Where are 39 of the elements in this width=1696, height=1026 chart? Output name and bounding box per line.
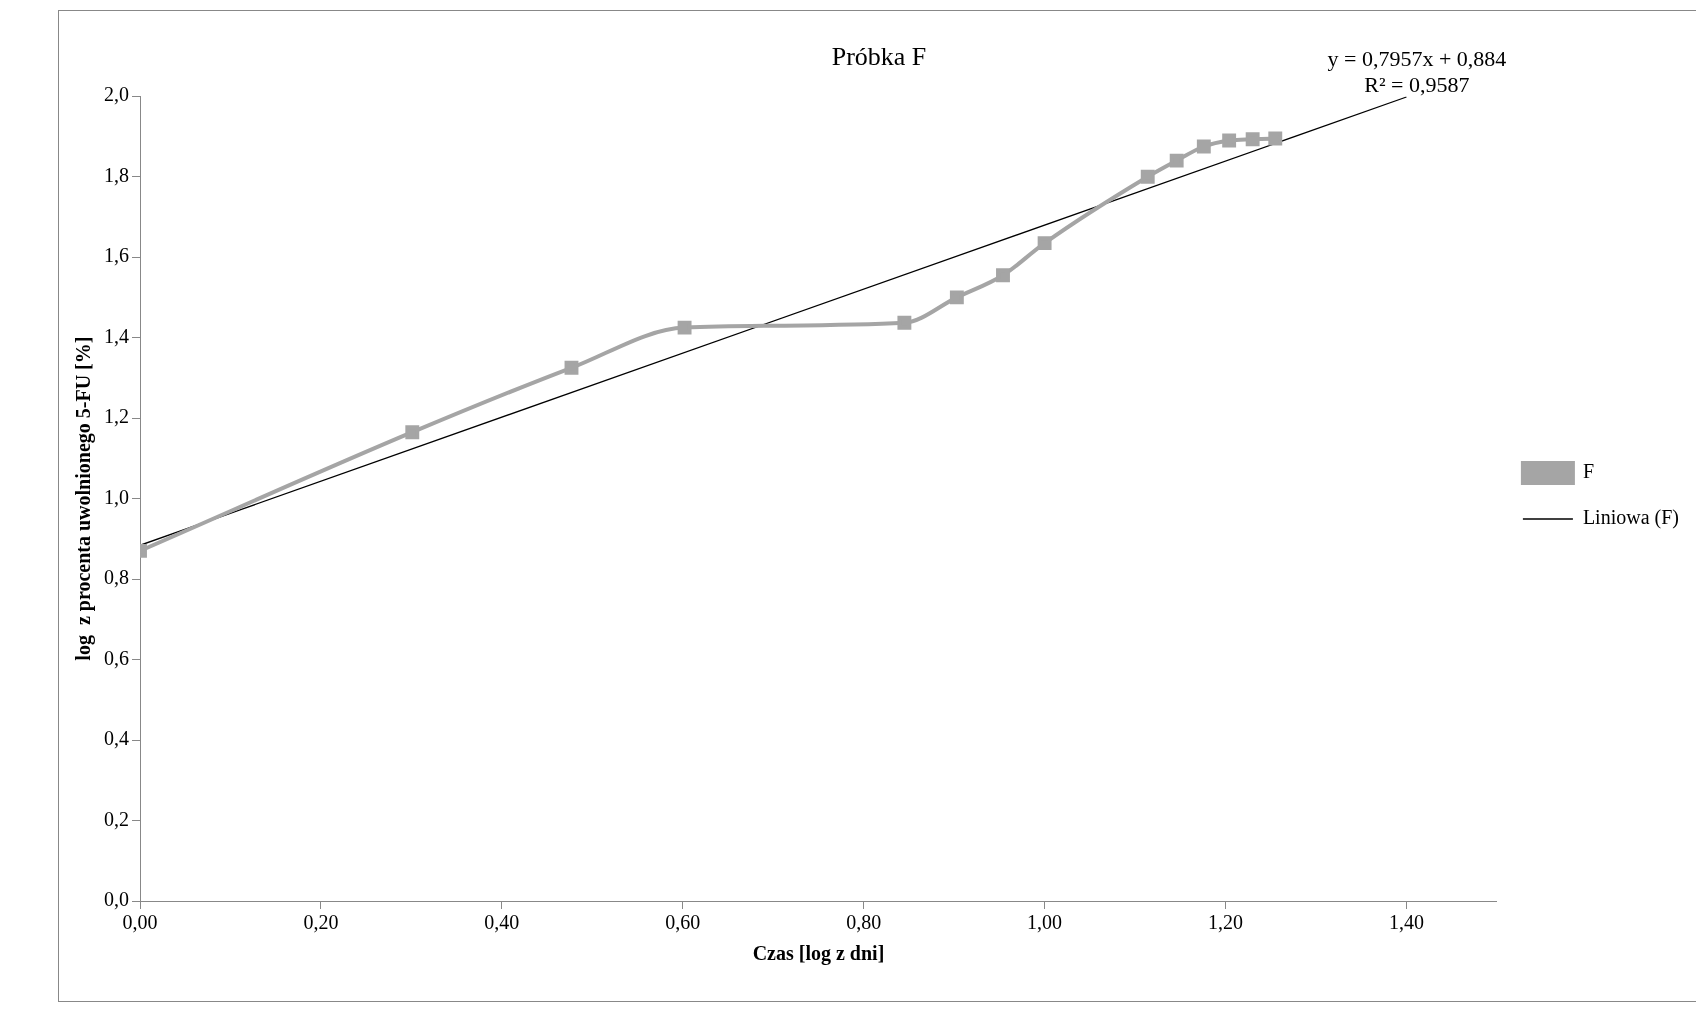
point <box>677 320 692 335</box>
point <box>1245 132 1260 147</box>
x-tick-label: 0,40 <box>484 911 520 934</box>
x-tick-label: 0,20 <box>303 911 339 934</box>
x-axis-title: Czas [log z dni] <box>752 942 885 966</box>
legend-label: F <box>1582 460 1595 483</box>
chart-title: Próbka F <box>831 42 927 72</box>
x-tick-label: 0,00 <box>122 911 158 934</box>
y-tick-label: 1,6 <box>104 244 129 267</box>
y-tick-label: 0,4 <box>104 727 129 750</box>
point <box>564 360 579 375</box>
point <box>949 290 964 305</box>
annotation: R² = 0,9587 <box>1364 71 1470 97</box>
y-tick-label: 1,0 <box>104 485 129 508</box>
y-tick-label: 1,8 <box>104 163 129 186</box>
x-tick-label: 0,60 <box>665 911 701 934</box>
point <box>1169 153 1184 168</box>
y-tick-label: 2,0 <box>104 83 129 106</box>
y-tick-label: 0,8 <box>104 566 129 589</box>
point <box>1140 169 1155 184</box>
y-tick-label: 0,6 <box>104 646 129 669</box>
point <box>996 268 1010 283</box>
point <box>1268 131 1283 146</box>
y-tick-label: 1,2 <box>104 405 129 428</box>
x-tick-label: 1,20 <box>1208 911 1244 934</box>
x-tick-label: 0,80 <box>846 911 882 934</box>
point <box>1196 139 1211 154</box>
y-tick-label: 0,2 <box>104 807 129 830</box>
point <box>405 425 420 440</box>
point <box>1222 133 1237 148</box>
text: y = 0,7957x + 0,884 <box>1327 45 1507 71</box>
y-tick-label: 1,4 <box>104 324 129 347</box>
x-tick-label: 1,40 <box>1388 911 1424 934</box>
point <box>1037 236 1052 251</box>
y-axis-title: log z procenta uwolnionego 5-FU [%] <box>72 336 96 661</box>
y-tick-label: 0,0 <box>104 888 129 911</box>
x-tick-label: 1,00 <box>1027 911 1063 934</box>
point <box>897 315 912 330</box>
legend-label: Liniowa (F) <box>1582 506 1679 530</box>
